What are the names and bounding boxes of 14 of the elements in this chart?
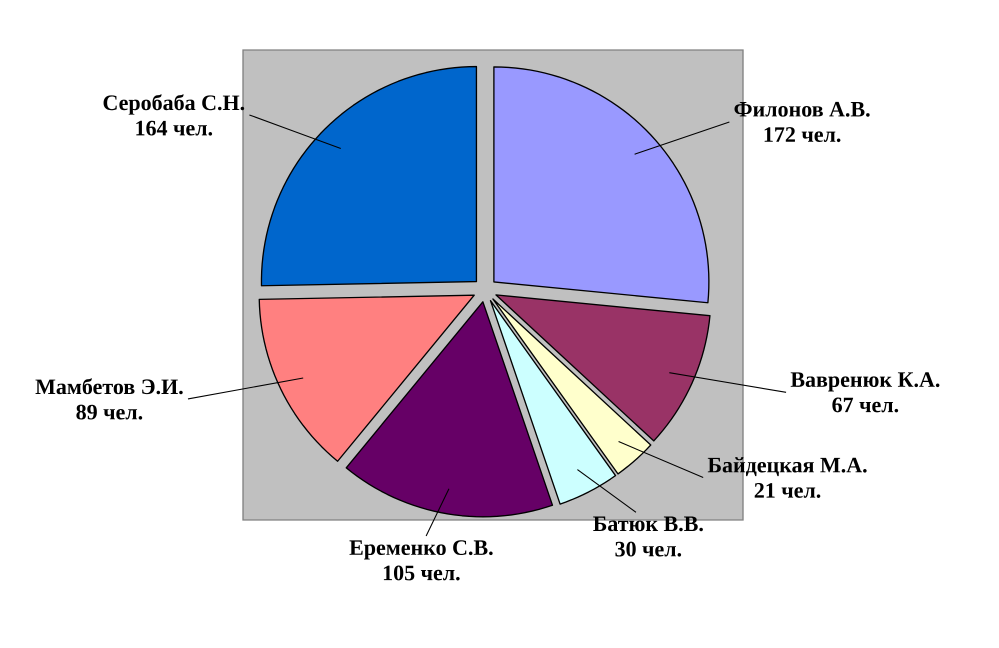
data-label: 172 чел. [764,127,840,142]
slice-label: Филонов А.В. [734,102,870,117]
data-label: 164 чел. [136,120,212,136]
slice-label: Еременко С.В. [349,540,493,560]
slice-label: Байдецкая М.А. [708,457,867,476]
data-label: 89 чел. [76,404,142,420]
slice-label: Мамбетов Э.И. [35,378,183,394]
data-label: 105 чел. [384,566,460,580]
data-label: 67 чел. [832,398,898,412]
data-label: 21 чел. [754,483,820,498]
slice-label: Серобаба С.Н. [104,94,244,115]
data-label: 30 чел. [615,542,682,557]
slice-label: Батюк В.В. [593,516,703,532]
slice-label: Вавренюк К.А. [790,372,940,392]
